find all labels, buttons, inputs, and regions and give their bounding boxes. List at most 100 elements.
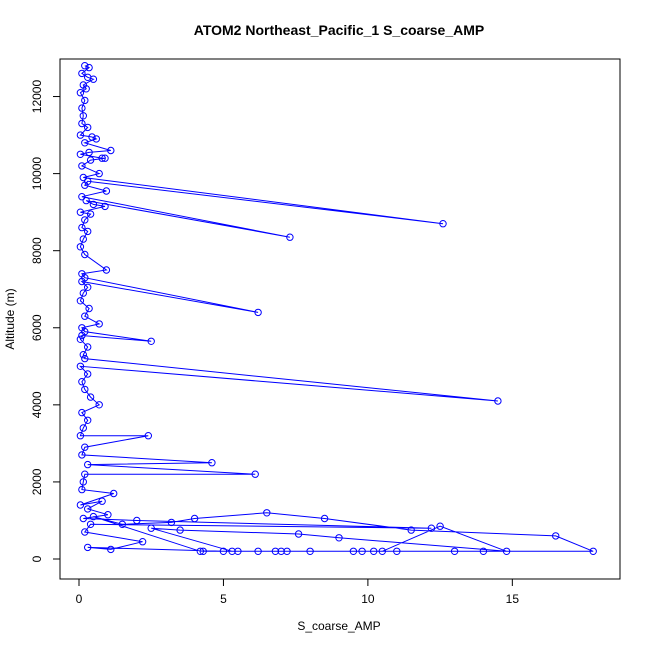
data-point <box>286 233 294 241</box>
data-point <box>86 210 95 218</box>
data-point <box>138 538 147 546</box>
data-point <box>320 514 329 523</box>
data-point <box>79 173 88 182</box>
data-point <box>79 235 88 243</box>
data-point <box>552 532 560 540</box>
data-point <box>81 61 89 70</box>
data-point <box>89 75 98 83</box>
data-point <box>79 514 88 523</box>
data-point <box>84 505 92 513</box>
x-axis: 0 5 10 15 <box>76 578 520 606</box>
data-point <box>76 208 85 216</box>
data-point <box>81 96 89 105</box>
x-tick-label: 0 <box>76 592 83 606</box>
data-point <box>95 401 103 409</box>
data-point <box>78 162 86 170</box>
data-point <box>76 335 85 343</box>
y-tick-label: 6000 <box>30 314 44 341</box>
data-point <box>263 509 271 517</box>
data-point <box>78 408 86 417</box>
data-point <box>450 547 459 555</box>
data-point <box>98 154 106 162</box>
data-point <box>82 196 90 205</box>
data-point <box>110 489 118 498</box>
data-point <box>84 416 92 424</box>
data-point <box>76 150 85 159</box>
data-point <box>349 547 358 555</box>
data-point <box>86 156 95 164</box>
data-point <box>78 451 86 459</box>
data-point <box>85 148 93 157</box>
y-tick-label: 8000 <box>30 237 44 264</box>
data-point <box>234 547 242 555</box>
x-tick-label: 15 <box>506 592 520 606</box>
y-axis: 0 2000 4000 6000 8000 10000 12000 <box>30 80 61 562</box>
data-point <box>427 524 436 532</box>
data-point <box>335 534 343 542</box>
data-point <box>133 516 141 525</box>
data-point <box>436 522 444 530</box>
data-point <box>271 547 280 555</box>
y-tick-label: 12000 <box>30 80 44 114</box>
series-layer <box>76 61 597 555</box>
data-point <box>79 478 88 486</box>
data-point <box>84 123 92 132</box>
data-point <box>84 343 92 351</box>
data-point <box>76 243 85 251</box>
data-point <box>85 304 93 313</box>
y-tick-label: 2000 <box>30 468 44 495</box>
data-point <box>76 297 85 305</box>
data-point <box>407 526 415 534</box>
data-point <box>81 216 89 224</box>
data-point <box>370 547 378 555</box>
data-point <box>81 250 89 259</box>
data-point <box>254 308 262 317</box>
data-point <box>589 547 597 555</box>
data-point <box>102 266 111 274</box>
data-point <box>88 133 96 141</box>
data-point <box>76 89 85 97</box>
data-point <box>81 139 89 147</box>
data-point <box>208 459 216 467</box>
data-point <box>81 470 89 478</box>
data-point <box>228 547 236 555</box>
data-point <box>147 337 155 345</box>
x-tick-label: 10 <box>361 592 375 606</box>
data-point <box>254 547 262 555</box>
data-point <box>393 547 401 555</box>
data-point <box>81 385 89 394</box>
data-point <box>78 223 86 232</box>
data-point <box>283 547 291 555</box>
data-point <box>439 220 447 228</box>
data-point <box>494 397 502 405</box>
data-point <box>78 193 86 201</box>
data-point <box>78 277 86 286</box>
data-point <box>81 528 89 536</box>
data-point <box>78 119 86 128</box>
data-point <box>78 69 86 78</box>
data-point <box>86 393 95 401</box>
data-point <box>190 514 199 523</box>
data-point <box>358 547 366 555</box>
data-point <box>294 530 303 538</box>
data-point <box>378 547 386 555</box>
chart-title: ATOM2 Northeast_Pacific_1 S_coarse_AMP <box>194 22 485 38</box>
data-point <box>167 518 176 527</box>
data-point <box>251 470 259 478</box>
y-tick-label: 0 <box>30 555 44 562</box>
data-point <box>95 169 103 178</box>
data-point <box>78 378 86 386</box>
data-point <box>101 154 109 162</box>
data-point <box>82 85 90 93</box>
data-point <box>92 135 101 143</box>
data-point <box>81 354 89 363</box>
data-point <box>76 432 85 440</box>
y-tick-label: 10000 <box>30 157 44 191</box>
data-point <box>147 524 155 532</box>
data-point <box>107 146 115 155</box>
data-point <box>98 497 106 505</box>
data-point <box>78 331 86 340</box>
data-point <box>79 351 88 359</box>
data-point <box>219 547 228 555</box>
data-point <box>176 526 184 534</box>
